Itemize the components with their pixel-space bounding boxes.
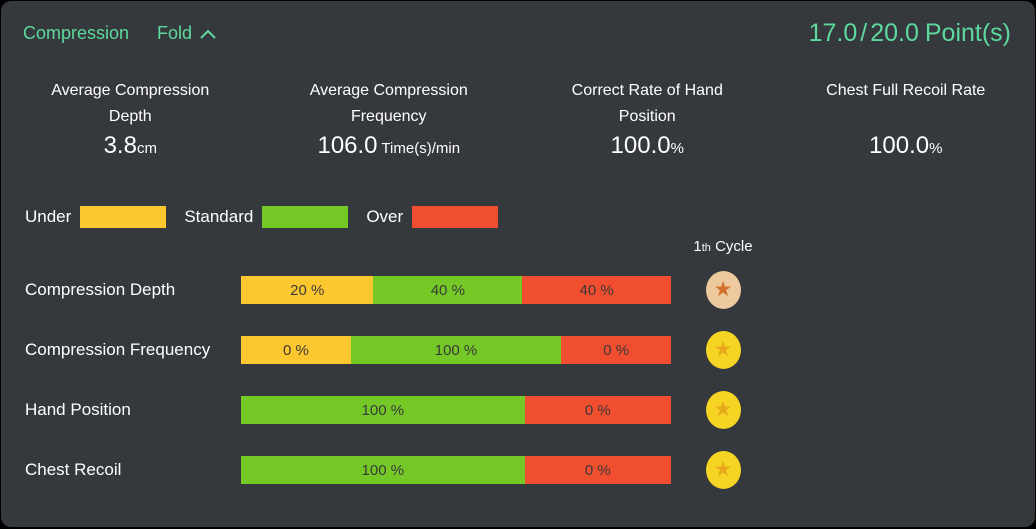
bar-segment-standard: 100 % bbox=[350, 336, 562, 364]
stat-number: 100.0 bbox=[610, 132, 671, 159]
bar-segment-over: 0 % bbox=[524, 396, 671, 424]
legend-swatch-under bbox=[80, 206, 167, 228]
legend: Under Standard Over bbox=[25, 206, 1035, 228]
legend-swatch-over bbox=[412, 206, 499, 228]
bar-segment-standard: 100 % bbox=[241, 456, 525, 484]
stat-column-2: Correct Rate of Hand Position 100.0% bbox=[518, 78, 777, 160]
bar-row-1: Compression Frequency 0 % 100 % 0 % ★ bbox=[1, 320, 1035, 380]
cycle-header-row: 1th Cycle bbox=[1, 238, 1035, 260]
stat-value: 100.0% bbox=[611, 132, 684, 160]
row-label: Chest Recoil bbox=[25, 460, 122, 479]
medal-gold: ★ bbox=[705, 391, 741, 429]
medal-column: ★ bbox=[671, 271, 775, 309]
stat-number: 3.8 bbox=[103, 132, 137, 159]
cycle-suffix: th bbox=[701, 242, 711, 254]
bar-row-3: Chest Recoil 100 % 0 % ★ bbox=[1, 440, 1035, 500]
bar-segment-over: 40 % bbox=[522, 276, 672, 304]
row-label: Hand Position bbox=[25, 400, 131, 419]
stat-value: 3.8cm bbox=[104, 132, 157, 160]
score-display: 17.0/20.0 Point(s) bbox=[809, 19, 1011, 48]
bar-row-0: Compression Depth 20 % 40 % 40 % ★ bbox=[1, 260, 1035, 320]
score-slash: / bbox=[860, 19, 868, 47]
stat-label: Chest Full Recoil Rate bbox=[826, 82, 986, 99]
stat-unit: cm bbox=[136, 140, 157, 157]
stacked-bar: 0 % 100 % 0 % bbox=[241, 336, 672, 364]
star-icon: ★ bbox=[713, 397, 733, 421]
score-unit: Point(s) bbox=[924, 19, 1011, 47]
bar-segment-under: 0 % bbox=[241, 336, 351, 364]
legend-label-under: Under bbox=[25, 207, 72, 226]
cycle-word: Cycle bbox=[715, 238, 753, 255]
stat-number: 100.0 bbox=[869, 132, 930, 159]
stat-number: 106.0 bbox=[317, 132, 378, 159]
row-label: Compression Depth bbox=[25, 280, 176, 299]
cycle-label: 1th Cycle bbox=[671, 238, 775, 260]
star-icon: ★ bbox=[713, 277, 733, 301]
score-total: 20.0 bbox=[870, 19, 919, 47]
stat-column-1: Average Compression Frequency 106.0 Time(… bbox=[260, 78, 519, 160]
medal-column: ★ bbox=[671, 331, 775, 369]
panel-header: Compression Fold 17.0/20.0 Point(s) bbox=[1, 1, 1035, 48]
stat-label: Average Compression Depth bbox=[51, 82, 210, 125]
stat-column-3: Chest Full Recoil Rate 100.0% bbox=[777, 78, 1036, 160]
stat-label: Average Compression Frequency bbox=[309, 82, 468, 125]
stacked-bar: 100 % 0 % bbox=[241, 396, 671, 424]
stat-value: 106.0 Time(s)/min bbox=[317, 132, 460, 160]
medal-bronze: ★ bbox=[705, 271, 741, 309]
legend-label-over: Over bbox=[366, 207, 404, 226]
bar-segment-standard: 100 % bbox=[241, 396, 525, 424]
medal-gold: ★ bbox=[705, 331, 741, 369]
stacked-bar: 100 % 0 % bbox=[241, 456, 671, 484]
star-icon: ★ bbox=[713, 457, 733, 481]
legend-swatch-standard bbox=[262, 206, 349, 228]
stat-unit: Time(s)/min bbox=[377, 140, 461, 157]
bar-row-2: Hand Position 100 % 0 % ★ bbox=[1, 380, 1035, 440]
chevron-up-icon bbox=[200, 29, 216, 39]
bar-segment-over: 0 % bbox=[524, 456, 671, 484]
stat-unit: % bbox=[929, 140, 943, 157]
stacked-bar: 20 % 40 % 40 % bbox=[241, 276, 672, 304]
bar-rows: Compression Depth 20 % 40 % 40 % ★ Compressio… bbox=[1, 260, 1035, 500]
medal-column: ★ bbox=[671, 451, 775, 489]
stats-row: Average Compression Depth 3.8cm Average Co… bbox=[1, 78, 1035, 160]
fold-label: Fold bbox=[157, 23, 193, 43]
bar-segment-standard: 40 % bbox=[373, 276, 523, 304]
stat-value: 100.0% bbox=[869, 132, 942, 160]
stat-column-0: Average Compression Depth 3.8cm bbox=[1, 78, 260, 160]
fold-toggle[interactable]: Fold bbox=[157, 23, 218, 44]
legend-label-standard: Standard bbox=[184, 207, 254, 226]
medal-gold: ★ bbox=[705, 451, 741, 489]
stat-label: Correct Rate of Hand Position bbox=[571, 82, 723, 125]
bar-segment-under: 20 % bbox=[241, 276, 374, 304]
panel-title: Compression bbox=[23, 23, 130, 43]
bar-segment-over: 0 % bbox=[561, 336, 672, 364]
cycle-spacer bbox=[1, 238, 671, 260]
star-icon: ★ bbox=[713, 337, 733, 361]
row-label: Compression Frequency bbox=[25, 340, 211, 359]
stat-unit: % bbox=[670, 140, 684, 157]
cycle-number: 1 bbox=[693, 238, 702, 255]
score-current: 17.0 bbox=[808, 19, 858, 47]
medal-column: ★ bbox=[671, 391, 775, 429]
